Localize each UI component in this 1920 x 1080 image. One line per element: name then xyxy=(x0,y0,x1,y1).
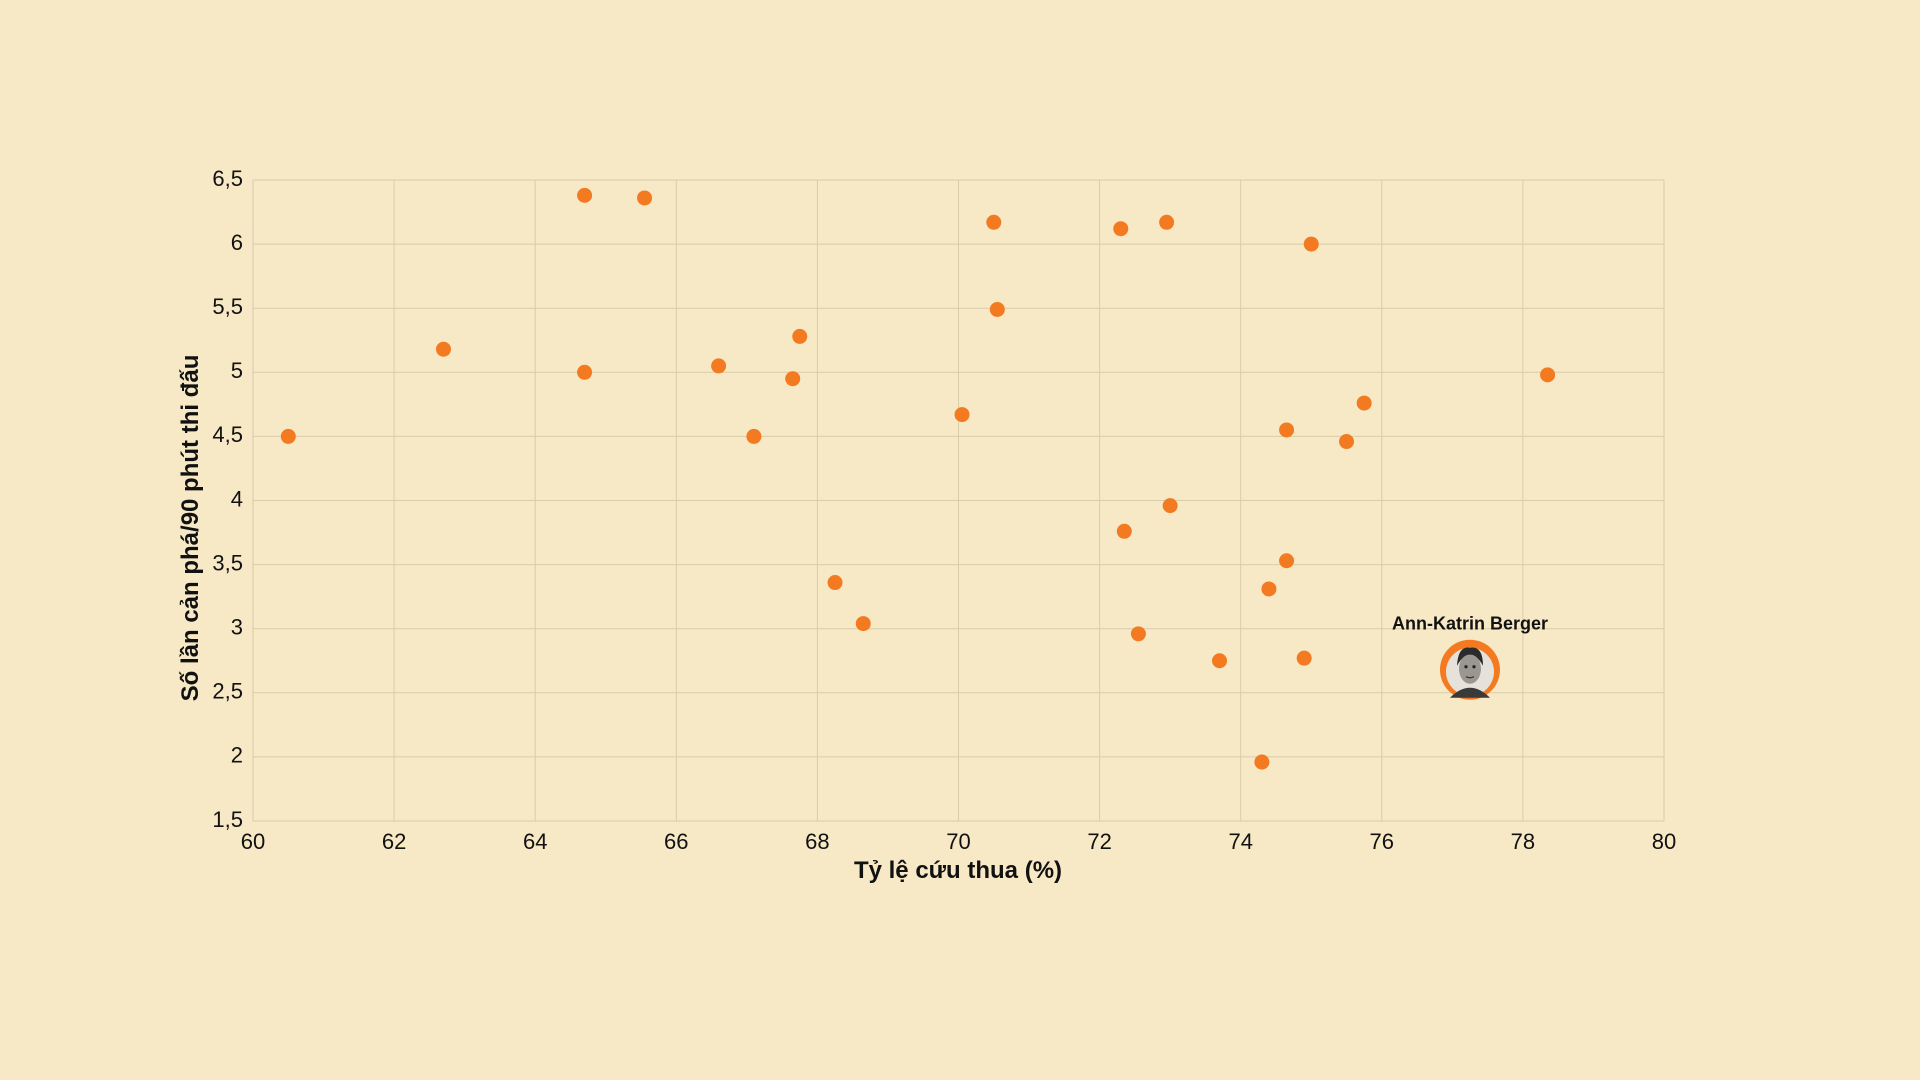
x-tick-label: 78 xyxy=(1511,829,1535,854)
grid xyxy=(252,179,1665,822)
data-point xyxy=(1339,434,1355,450)
x-tick-label: 74 xyxy=(1228,829,1252,854)
y-tick-label: 6 xyxy=(231,230,243,255)
y-tick-label: 3,5 xyxy=(212,550,243,575)
data-point xyxy=(855,616,871,632)
y-axis-title: Số lần cản phá/90 phút thi đấu xyxy=(177,355,204,702)
data-point xyxy=(1162,498,1178,514)
x-tick-label: 76 xyxy=(1370,829,1394,854)
data-point xyxy=(1159,214,1175,230)
y-tick-label: 2 xyxy=(231,743,243,768)
data-point xyxy=(1356,395,1372,411)
y-tick-label: 5 xyxy=(231,358,243,383)
x-tick-label: 64 xyxy=(523,829,547,854)
x-tick-label: 62 xyxy=(382,829,406,854)
x-tick-label: 80 xyxy=(1652,829,1676,854)
data-point xyxy=(1296,650,1312,666)
y-axis-ticks: 1,5 2 2,5 3 3,5 4 4,5 5 5,5 6 6,5 xyxy=(212,166,243,832)
data-point xyxy=(954,407,970,423)
player-label: Ann-Katrin Berger xyxy=(1392,614,1548,634)
data-point xyxy=(1130,626,1146,642)
highlight-player: Ann-Katrin Berger xyxy=(1392,614,1548,700)
data-point xyxy=(1116,523,1132,539)
x-axis-title: Tỷ lệ cứu thua (%) xyxy=(854,857,1062,884)
x-tick-label: 68 xyxy=(805,829,829,854)
data-point xyxy=(989,301,1005,317)
data-point xyxy=(1303,236,1319,252)
data-point xyxy=(711,358,727,374)
data-point xyxy=(577,187,593,203)
x-tick-label: 70 xyxy=(946,829,970,854)
data-point xyxy=(1540,367,1556,383)
x-tick-label: 66 xyxy=(664,829,688,854)
data-point xyxy=(1279,422,1295,438)
player-photo-icon xyxy=(1445,647,1494,698)
y-tick-label: 4 xyxy=(231,486,243,511)
data-point xyxy=(435,341,451,357)
y-tick-label: 4,5 xyxy=(212,422,243,447)
y-tick-label: 5,5 xyxy=(212,294,243,319)
data-point xyxy=(577,364,593,380)
data-point xyxy=(637,190,653,206)
y-tick-label: 3 xyxy=(231,615,243,640)
x-axis-ticks: 60 62 64 66 68 70 72 74 76 78 80 xyxy=(241,829,1676,854)
x-tick-label: 60 xyxy=(241,829,265,854)
y-tick-label: 1,5 xyxy=(212,807,243,832)
data-point xyxy=(785,371,801,387)
data-point xyxy=(746,428,762,444)
data-point xyxy=(1254,754,1270,770)
data-point xyxy=(827,575,843,591)
y-tick-label: 6,5 xyxy=(212,166,243,191)
data-point xyxy=(1212,653,1228,669)
y-tick-label: 2,5 xyxy=(212,679,243,704)
data-point xyxy=(986,214,1002,230)
data-point xyxy=(1113,221,1129,237)
data-point xyxy=(792,328,808,344)
x-tick-label: 72 xyxy=(1087,829,1111,854)
data-point xyxy=(1279,553,1295,569)
data-points xyxy=(280,187,1556,770)
data-point xyxy=(1261,581,1277,597)
data-point xyxy=(280,428,296,444)
